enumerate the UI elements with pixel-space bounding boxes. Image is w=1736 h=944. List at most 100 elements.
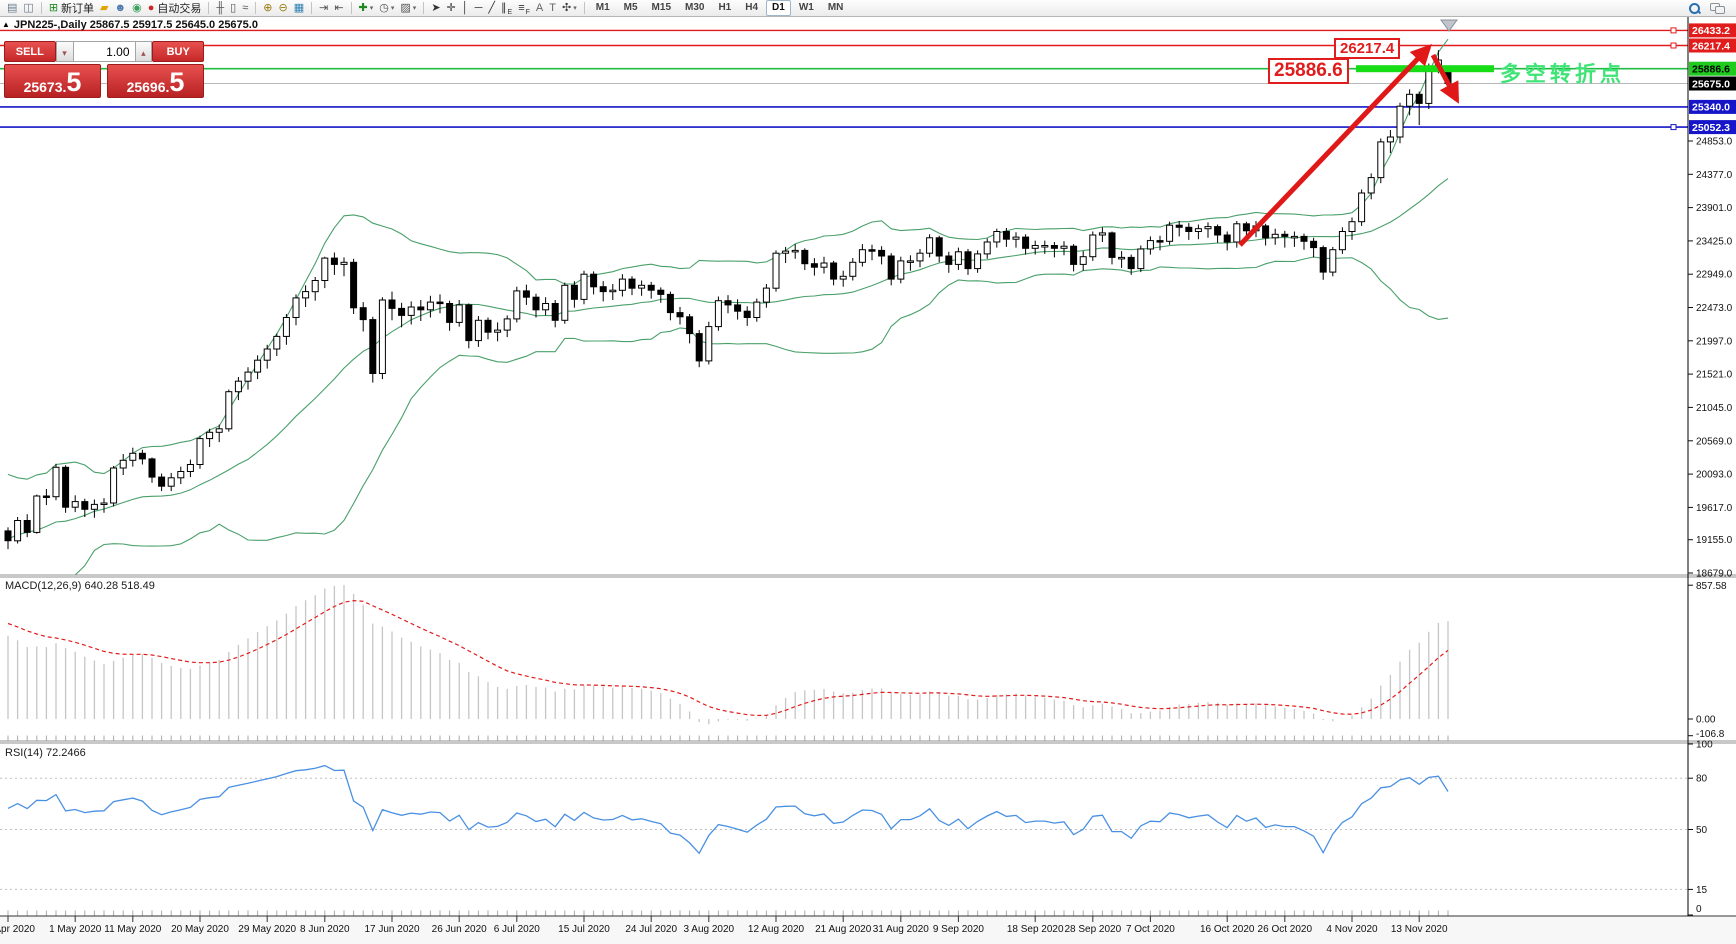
timeframe-MN[interactable]: MN (827, 2, 844, 13)
timeframe-D1[interactable]: D1 (766, 0, 791, 16)
period-icon[interactable]: ◷ ▾ (376, 1, 397, 16)
candle (1002, 231, 1010, 240)
svg-text:0: 0 (1696, 904, 1702, 915)
indicators-icon[interactable]: ✚ ▾ (356, 1, 377, 16)
candle (359, 307, 367, 321)
search-icon[interactable] (1688, 2, 1700, 14)
candle (551, 303, 559, 321)
auto-scroll-icon[interactable]: ⇥ (316, 1, 331, 16)
chat-icon[interactable] (1710, 2, 1725, 14)
turning-point-note[interactable]: 多空转折点 (1500, 63, 1625, 86)
svg-text:24 Jul 2020: 24 Jul 2020 (625, 924, 677, 935)
candle (964, 251, 972, 270)
chevron-down-icon: ▾ (369, 5, 374, 12)
svg-text:17 Jun 2020: 17 Jun 2020 (364, 924, 419, 935)
candle (532, 296, 540, 311)
candle (23, 520, 31, 533)
volume-increase-button[interactable]: ▴ (134, 41, 153, 62)
timeframe-M5[interactable]: M5 (623, 2, 638, 13)
timeframe-M15[interactable]: M15 (651, 2, 671, 13)
crayon-icon[interactable]: ▰ (97, 1, 111, 16)
candle (782, 250, 790, 254)
trend-arrow[interactable] (1430, 53, 1460, 104)
toolbar-separator (208, 2, 210, 14)
sell-price[interactable]: 25673. 5 (4, 64, 101, 98)
candle (878, 249, 886, 257)
templates-icon[interactable]: ▨ ▾ (397, 1, 419, 16)
trendline-icon[interactable]: ╱ (485, 1, 498, 16)
label-icon[interactable]: T (546, 1, 559, 16)
candle (810, 263, 818, 268)
timeframe-H4[interactable]: H4 (745, 2, 759, 13)
crosshair-icon[interactable]: ✛ (444, 1, 459, 16)
candle (954, 251, 962, 265)
price-callout[interactable]: 25886.6 (1268, 58, 1349, 84)
candlestick-icon[interactable]: ▯ (227, 1, 239, 16)
timeframe-H1[interactable]: H1 (718, 2, 732, 13)
candle (695, 333, 703, 362)
candle (801, 249, 809, 265)
volume-input[interactable] (73, 41, 135, 62)
profiles-icon[interactable]: ◫ (20, 1, 36, 16)
bar-ticks (7, 735, 1449, 916)
new-order-icon-label: 新订单 (61, 3, 95, 15)
arrows-icon: ✣ (562, 1, 572, 14)
timeframe-M30[interactable]: M30 (685, 2, 705, 13)
buy-button[interactable]: BUY (152, 41, 204, 62)
svg-text:21521.0: 21521.0 (1696, 370, 1733, 381)
community-icon[interactable]: ☻ (112, 1, 130, 16)
chart-shift-icon[interactable]: ⇤ (331, 1, 346, 16)
arrows-icon[interactable]: ✣ ▾ (559, 1, 580, 16)
volume-decrease-button[interactable]: ▾ (55, 41, 74, 62)
new-chart-icon[interactable]: ▤ (4, 1, 20, 16)
horizontal-lines[interactable] (0, 27, 1688, 131)
hline-icon[interactable]: ─ (472, 1, 486, 16)
candle (196, 438, 204, 466)
chart-collapse-marker[interactable]: ▲ (2, 20, 10, 29)
timeframe-M1[interactable]: M1 (595, 2, 610, 13)
candle (455, 304, 463, 323)
bar-chart-icon[interactable]: ╫ (213, 1, 227, 16)
svg-text:22473.0: 22473.0 (1696, 303, 1733, 314)
cursor-icon[interactable]: ➤ (428, 1, 443, 16)
down-arrow-marker[interactable] (1440, 19, 1458, 32)
chevron-down-icon: ▾ (412, 5, 417, 12)
autotrade-icon: ● (147, 1, 155, 14)
autotrade-icon[interactable]: ● 自动交易 (145, 1, 205, 16)
candle (417, 306, 425, 311)
candle (148, 458, 156, 478)
tile-windows-icon[interactable]: ▦ (291, 1, 307, 16)
svg-text:18 Sep 2020: 18 Sep 2020 (1007, 924, 1064, 935)
label-icon: T (549, 1, 556, 14)
candle (647, 284, 655, 291)
sell-button[interactable]: SELL (4, 41, 56, 62)
channel-icon[interactable]: ∥ E (501, 1, 513, 16)
svg-text:7 Oct 2020: 7 Oct 2020 (1126, 924, 1175, 935)
candle (887, 255, 895, 280)
candle (1338, 231, 1346, 251)
text-icon[interactable]: A (533, 1, 546, 16)
svg-text:18679.0: 18679.0 (1696, 569, 1733, 580)
candle (244, 371, 252, 382)
support-bar[interactable] (1356, 65, 1494, 73)
line-chart-icon[interactable]: ≈ (239, 1, 251, 16)
svg-text:3 Aug 2020: 3 Aug 2020 (683, 924, 734, 935)
candle (1060, 245, 1068, 249)
zoom-in-icon[interactable]: ⊕ (260, 1, 275, 16)
price-callout[interactable]: 26217.4 (1334, 38, 1401, 60)
indicators-icon: ✚ (358, 1, 368, 14)
fibonacci-icon[interactable]: ≡ F (518, 1, 530, 16)
trend-arrow[interactable] (1238, 43, 1432, 247)
candle (378, 299, 386, 374)
new-order-icon[interactable]: ⊞ 新订单 (46, 1, 97, 16)
svg-text:25675.0: 25675.0 (1692, 78, 1730, 90)
vline-icon[interactable]: │ (459, 1, 472, 16)
svg-text:21 Aug 2020: 21 Aug 2020 (815, 924, 872, 935)
timeframe-W1[interactable]: W1 (798, 2, 814, 13)
signals-icon[interactable]: ◉ (129, 1, 145, 16)
candle (1194, 228, 1202, 232)
candlestick-icon: ▯ (230, 1, 237, 14)
zoom-out-icon[interactable]: ⊖ (275, 1, 290, 16)
buy-price[interactable]: 25696. 5 (107, 64, 204, 98)
candle (1271, 233, 1279, 239)
